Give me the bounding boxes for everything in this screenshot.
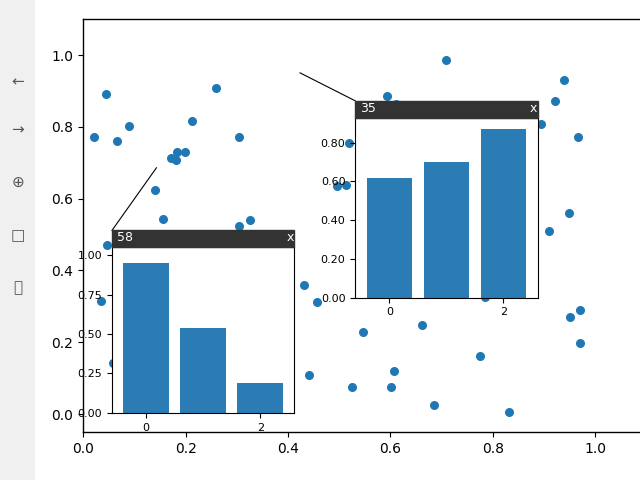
Point	[300, 282, 310, 289]
Point	[384, 183, 394, 191]
Point	[543, 228, 554, 235]
Text: →: →	[12, 122, 24, 137]
Point	[564, 209, 574, 216]
Point	[227, 369, 237, 376]
Point	[504, 408, 515, 416]
Point	[108, 360, 118, 367]
Text: □: □	[10, 228, 25, 243]
Point	[187, 118, 197, 125]
Point	[492, 233, 502, 240]
Point	[111, 137, 122, 145]
Point	[266, 387, 276, 395]
Point	[575, 306, 585, 314]
Point	[234, 133, 244, 141]
Point	[244, 216, 255, 224]
Point	[141, 399, 151, 407]
Point	[389, 367, 399, 375]
Point	[312, 299, 322, 306]
Point	[440, 56, 451, 64]
Point	[453, 113, 463, 120]
Point	[101, 90, 111, 97]
Point	[347, 384, 357, 391]
Point	[234, 223, 244, 230]
Point	[158, 216, 168, 223]
Point	[237, 263, 248, 271]
Text: ⊕: ⊕	[12, 175, 24, 190]
Point	[180, 148, 191, 156]
Text: x: x	[530, 102, 538, 115]
Point	[270, 271, 280, 278]
Point	[124, 122, 134, 130]
Bar	[180, 328, 226, 413]
Point	[559, 76, 570, 84]
Bar	[124, 263, 169, 413]
Point	[358, 328, 368, 336]
Point	[573, 133, 583, 141]
Point	[150, 186, 160, 194]
Bar	[367, 178, 412, 298]
Text: 35: 35	[360, 102, 376, 115]
Point	[417, 321, 428, 328]
Point	[428, 401, 438, 409]
Point	[381, 92, 392, 99]
Point	[158, 310, 168, 317]
Point	[172, 148, 182, 156]
Text: 💾: 💾	[13, 280, 22, 296]
Point	[211, 84, 221, 92]
Point	[179, 343, 189, 351]
Point	[575, 339, 585, 347]
Point	[386, 384, 396, 391]
Point	[565, 313, 575, 321]
Point	[480, 293, 490, 301]
Point	[303, 372, 314, 379]
Point	[102, 240, 112, 248]
Point	[128, 257, 138, 264]
Point	[391, 100, 401, 108]
Point	[341, 181, 351, 189]
Point	[165, 154, 175, 162]
Point	[171, 156, 181, 164]
Point	[536, 120, 547, 128]
Point	[475, 352, 485, 360]
Point	[228, 291, 238, 299]
Point	[173, 383, 183, 390]
Point	[550, 97, 560, 105]
Point	[88, 133, 99, 141]
Bar	[237, 383, 283, 413]
Point	[385, 282, 395, 290]
Text: x: x	[287, 231, 294, 244]
Point	[522, 122, 532, 130]
Point	[96, 298, 106, 305]
Text: 58: 58	[117, 231, 133, 244]
Point	[332, 182, 342, 190]
Bar	[481, 129, 526, 298]
Text: ←: ←	[12, 74, 24, 89]
Point	[344, 139, 355, 147]
Bar	[424, 162, 469, 298]
